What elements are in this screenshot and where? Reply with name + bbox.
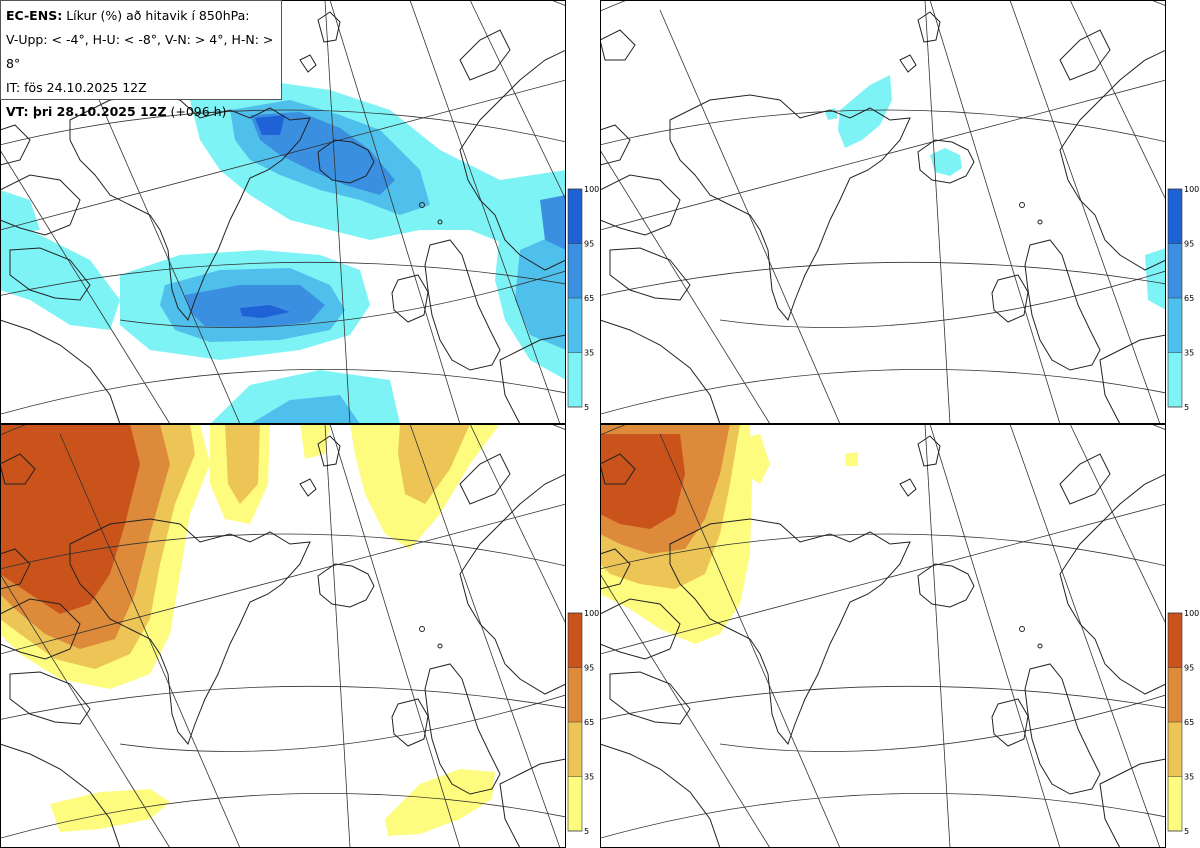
colorbar-segment (1168, 613, 1182, 668)
colorbar-tick-label: 5 (584, 403, 589, 412)
colorbar-tick-label: 35 (1184, 773, 1194, 782)
colorbar-tick-label: 95 (584, 240, 594, 249)
title-text: Líkur (%) að hitavik í 850hPa: (66, 8, 250, 23)
colorbar-tick-label: 95 (1184, 240, 1194, 249)
colorbar-tick-label: 95 (1184, 664, 1194, 673)
colorbar-tick-label: 5 (584, 827, 589, 836)
panel-v-n (0, 424, 566, 848)
valid-time: VT: þri 28.10.2025 12Z (6, 104, 167, 119)
colorbar-segment (1168, 722, 1182, 777)
colorbar-v-upp: 100 95 65 35 5 (567, 185, 599, 412)
colorbars: 100 95 65 35 5 100 95 65 35 5 100 95 65 35 5 100 95 65 35 5 (567, 185, 1199, 836)
colorbar-tick-label: 35 (1184, 349, 1194, 358)
colorbar-segment (568, 243, 582, 298)
product-label: EC-ENS: (6, 8, 63, 23)
colorbar-tick-label: 100 (584, 609, 599, 618)
info-line-1: EC-ENS: Líkur (%) að hitavik í 850hPa: (6, 4, 276, 28)
colorbar-tick-label: 100 (1184, 185, 1199, 194)
info-box: EC-ENS: Líkur (%) að hitavik í 850hPa: V… (0, 0, 282, 119)
colorbar-segment (568, 667, 582, 722)
colorbar-tick-label: 35 (584, 349, 594, 358)
colorbar-h-u: 100 95 65 35 5 (1167, 185, 1199, 412)
colorbar-segment (568, 722, 582, 777)
colorbar-segment (1168, 189, 1182, 244)
info-line-4: VT: þri 28.10.2025 12Z (+096 h) (6, 100, 276, 124)
panel-v-upp (0, 0, 566, 424)
colorbar-segment (1168, 776, 1182, 831)
colorbar-tick-label: 5 (1184, 827, 1189, 836)
colorbar-tick-label: 35 (584, 773, 594, 782)
colorbar-segment (568, 613, 582, 668)
colorbar-v-n: 100 95 65 35 5 (567, 609, 599, 836)
colorbar-segment (568, 776, 582, 831)
init-time: IT: fös 24.10.2025 12Z (6, 80, 147, 95)
colorbar-tick-label: 65 (584, 718, 594, 727)
panel-h-u (600, 0, 1166, 424)
lead-time: (+096 h) (170, 104, 227, 119)
colorbar-h-n: 100 95 65 35 5 (1167, 609, 1199, 836)
colorbar-segment (568, 189, 582, 244)
colorbar-tick-label: 100 (584, 185, 599, 194)
colorbar-tick-label: 5 (1184, 403, 1189, 412)
panel-h-n (600, 424, 1166, 848)
colorbar-segment (568, 298, 582, 353)
colorbar-tick-label: 65 (1184, 718, 1194, 727)
colorbar-tick-label: 65 (1184, 294, 1194, 303)
colorbar-tick-label: 100 (1184, 609, 1199, 618)
colorbar-tick-label: 65 (584, 294, 594, 303)
colorbar-segment (568, 352, 582, 407)
colorbar-segment (1168, 667, 1182, 722)
colorbar-segment (1168, 298, 1182, 353)
legend-line: V-Upp: < -4°, H-U: < -8°, V-N: > 4°, H-N… (6, 32, 274, 71)
colorbar-segment (1168, 243, 1182, 298)
colorbar-segment (1168, 352, 1182, 407)
colorbar-tick-label: 95 (584, 664, 594, 673)
